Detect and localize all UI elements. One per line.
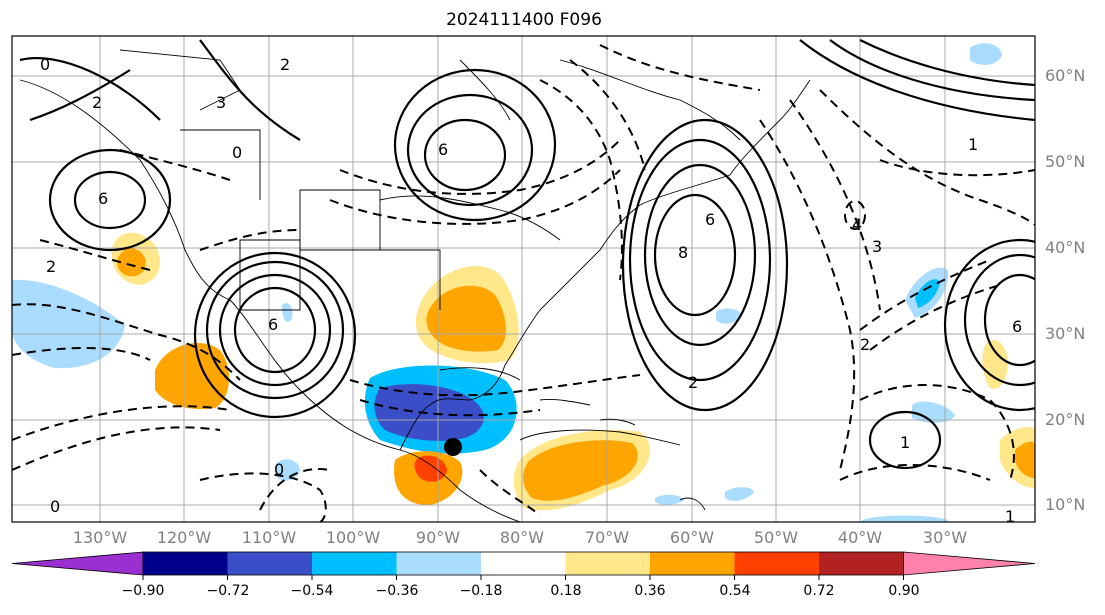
colorbar-tick-8: 0.72 — [803, 583, 835, 599]
shade-orange-caribbean — [523, 440, 638, 501]
contour-label-1b: 1 — [900, 433, 910, 452]
colorbar-segment-7 — [650, 552, 735, 575]
contour-label-group: 0 2 6 6 6 8 6 2 2 3 4 1 6 1 0 0 2 3 2 0 … — [40, 55, 1022, 526]
lon-label-70w: 70°W — [584, 528, 630, 547]
shade-orange-southeast — [426, 285, 506, 352]
shade-lightblue-mid — [912, 401, 955, 423]
contour-label-3b: 3 — [216, 93, 226, 112]
colorbar-segment-9 — [819, 552, 904, 575]
lon-label-120w: 120°W — [156, 528, 212, 547]
map-frame — [11, 35, 1036, 523]
lon-label-40w: 40°W — [837, 528, 883, 547]
colorbar-tick-3: −0.36 — [375, 583, 419, 599]
colorbar-tick-7: 0.54 — [719, 583, 751, 599]
colorbar-segment-6 — [565, 552, 651, 575]
coastlines — [19, 49, 811, 522]
contour-label-0d: 0 — [232, 143, 242, 162]
lat-label-30n: 30°N — [1045, 324, 1086, 343]
contour-label-4: 4 — [852, 215, 862, 234]
graticule — [12, 36, 1035, 522]
contour-label-2e: 2 — [280, 55, 290, 74]
lat-label-10n: 10°N — [1045, 495, 1086, 514]
lat-label-20n: 20°N — [1045, 410, 1086, 429]
contour-label-6b: 6 — [268, 315, 278, 334]
contour-label-0: 0 — [40, 55, 50, 74]
lat-label-40n: 40°N — [1045, 238, 1086, 257]
contour-label-1c: 1 — [1005, 507, 1015, 526]
contour-label-3: 3 — [872, 237, 882, 256]
shade-orange-far-east — [1015, 441, 1035, 478]
contour-label-6e: 6 — [1012, 317, 1022, 336]
contour-label-2: 2 — [92, 93, 102, 112]
lat-label-50n: 50°N — [1045, 152, 1086, 171]
colorbar-segment-5 — [481, 552, 566, 575]
lon-label-110w: 110°W — [241, 528, 297, 547]
shade-lightblue-small4 — [282, 303, 293, 322]
map-title: 2024111400 F096 — [446, 10, 602, 30]
lon-label-50w: 50°W — [753, 528, 799, 547]
contour-label-0c: 0 — [274, 460, 284, 479]
colorbar-segment-1 — [143, 552, 228, 575]
colorbar-tick-6: 0.36 — [634, 583, 666, 599]
colorbar-border — [142, 551, 904, 576]
shade-lightblue-pacific — [12, 279, 125, 369]
shade-lightblue-bottom — [862, 515, 948, 522]
lon-label-90w: 90°W — [415, 528, 461, 547]
colorbar — [11, 551, 1036, 580]
colorbar-tick-1: −0.72 — [206, 583, 250, 599]
shade-yellow-atlantic-east — [982, 340, 1008, 389]
contour-label-6c: 6 — [438, 140, 448, 159]
shade-lightblue-small2 — [716, 308, 742, 324]
lat-label-60n: 60°N — [1045, 66, 1086, 85]
shade-lightblue-greenland — [970, 43, 1002, 65]
anomaly-shading — [12, 43, 1035, 522]
contour-label-6: 6 — [98, 189, 108, 208]
shade-deepblue-atlantic-east — [915, 279, 940, 308]
contour-label-2d: 2 — [46, 257, 56, 276]
colorbar-extend-high — [903, 551, 1036, 576]
colorbar-extend-low — [11, 551, 144, 576]
shade-red-guatemala — [414, 455, 447, 482]
positive-contours — [19, 39, 1035, 470]
storm-marker — [444, 438, 462, 456]
colorbar-tick-2: −0.54 — [290, 583, 334, 599]
contour-label-8: 8 — [678, 243, 688, 262]
shade-orange-pacific-nw — [117, 248, 146, 277]
lon-label-80w: 80°W — [499, 528, 545, 547]
contour-label-0b: 0 — [50, 497, 60, 516]
contour-label-2b: 2 — [688, 373, 698, 392]
lon-label-60w: 60°W — [669, 528, 715, 547]
lon-label-130w: 130°W — [72, 528, 128, 547]
colorbar-tick-5: 0.18 — [550, 583, 582, 599]
colorbar-tick-0: −0.90 — [121, 583, 165, 599]
negative-contours — [12, 44, 1035, 522]
contour-label-2c: 2 — [860, 335, 870, 354]
lon-label-30w: 30°W — [922, 528, 968, 547]
shade-orange-pacific — [155, 342, 230, 410]
shade-lightblue-small5 — [655, 494, 684, 505]
colorbar-segment-4 — [396, 552, 482, 575]
shade-darkblue-mexico — [374, 384, 484, 441]
colorbar-segment-8 — [734, 552, 820, 575]
contour-label-1: 1 — [968, 135, 978, 154]
colorbar-tick-9: 0.90 — [888, 583, 920, 599]
contour-label-6d: 6 — [705, 210, 715, 229]
shade-lightblue-small1 — [725, 487, 754, 501]
colorbar-tick-4: −0.18 — [459, 583, 503, 599]
colorbar-segment-3 — [312, 552, 397, 575]
colorbar-segment-2 — [227, 552, 313, 575]
lon-label-100w: 100°W — [325, 528, 381, 547]
